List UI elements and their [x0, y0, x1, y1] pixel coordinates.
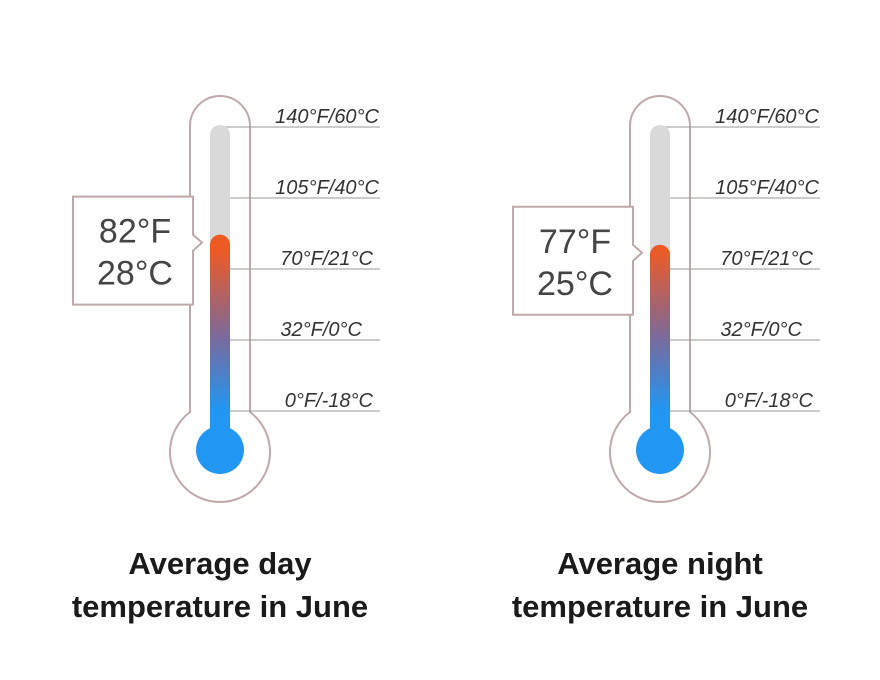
reading-fahrenheit: 82°F: [99, 213, 171, 251]
thermometer-bulb: [636, 426, 684, 474]
tick-label: 32°F/0°C: [720, 319, 802, 341]
mercury-column: [650, 244, 670, 440]
tick-label: 32°F/0°C: [280, 319, 362, 341]
tick-label: 140°F/60°C: [715, 106, 819, 128]
caption-line-2: temperature in June: [512, 589, 808, 624]
reading-celsius: 25°C: [537, 265, 613, 303]
thermometer-night: 140°F/60°C 105°F/40°C 70°F/21°C 32°F/0°C…: [512, 95, 820, 624]
thermometer-day: 140°F/60°C 105°F/40°C 70°F/21°C 32°F/0°C…: [72, 95, 380, 624]
tick-label: 0°F/-18°C: [285, 390, 374, 412]
tick-label: 105°F/40°C: [715, 177, 819, 199]
reading-callout: 77°F 25°C: [512, 205, 644, 316]
callout-box: [72, 195, 204, 306]
reading-callout: 82°F 28°C: [72, 195, 204, 306]
tick-label: 105°F/40°C: [275, 177, 379, 199]
scale-ticks: [658, 126, 820, 412]
reading-celsius: 28°C: [97, 255, 173, 293]
tick-label: 0°F/-18°C: [725, 390, 814, 412]
mercury-column: [210, 234, 230, 440]
caption-line-1: Average day: [128, 546, 312, 581]
caption-line-2: temperature in June: [72, 589, 368, 624]
caption-line-1: Average night: [557, 546, 763, 581]
thermometer-bulb: [196, 426, 244, 474]
tick-label: 70°F/21°C: [720, 248, 813, 270]
tick-label: 70°F/21°C: [280, 248, 373, 270]
scale-labels: 140°F/60°C 105°F/40°C 70°F/21°C 32°F/0°C…: [715, 106, 819, 412]
scale-ticks: [218, 126, 380, 412]
tick-label: 140°F/60°C: [275, 106, 379, 128]
reading-fahrenheit: 77°F: [539, 223, 611, 261]
callout-box: [512, 205, 644, 316]
scale-labels: 140°F/60°C 105°F/40°C 70°F/21°C 32°F/0°C…: [275, 106, 379, 412]
